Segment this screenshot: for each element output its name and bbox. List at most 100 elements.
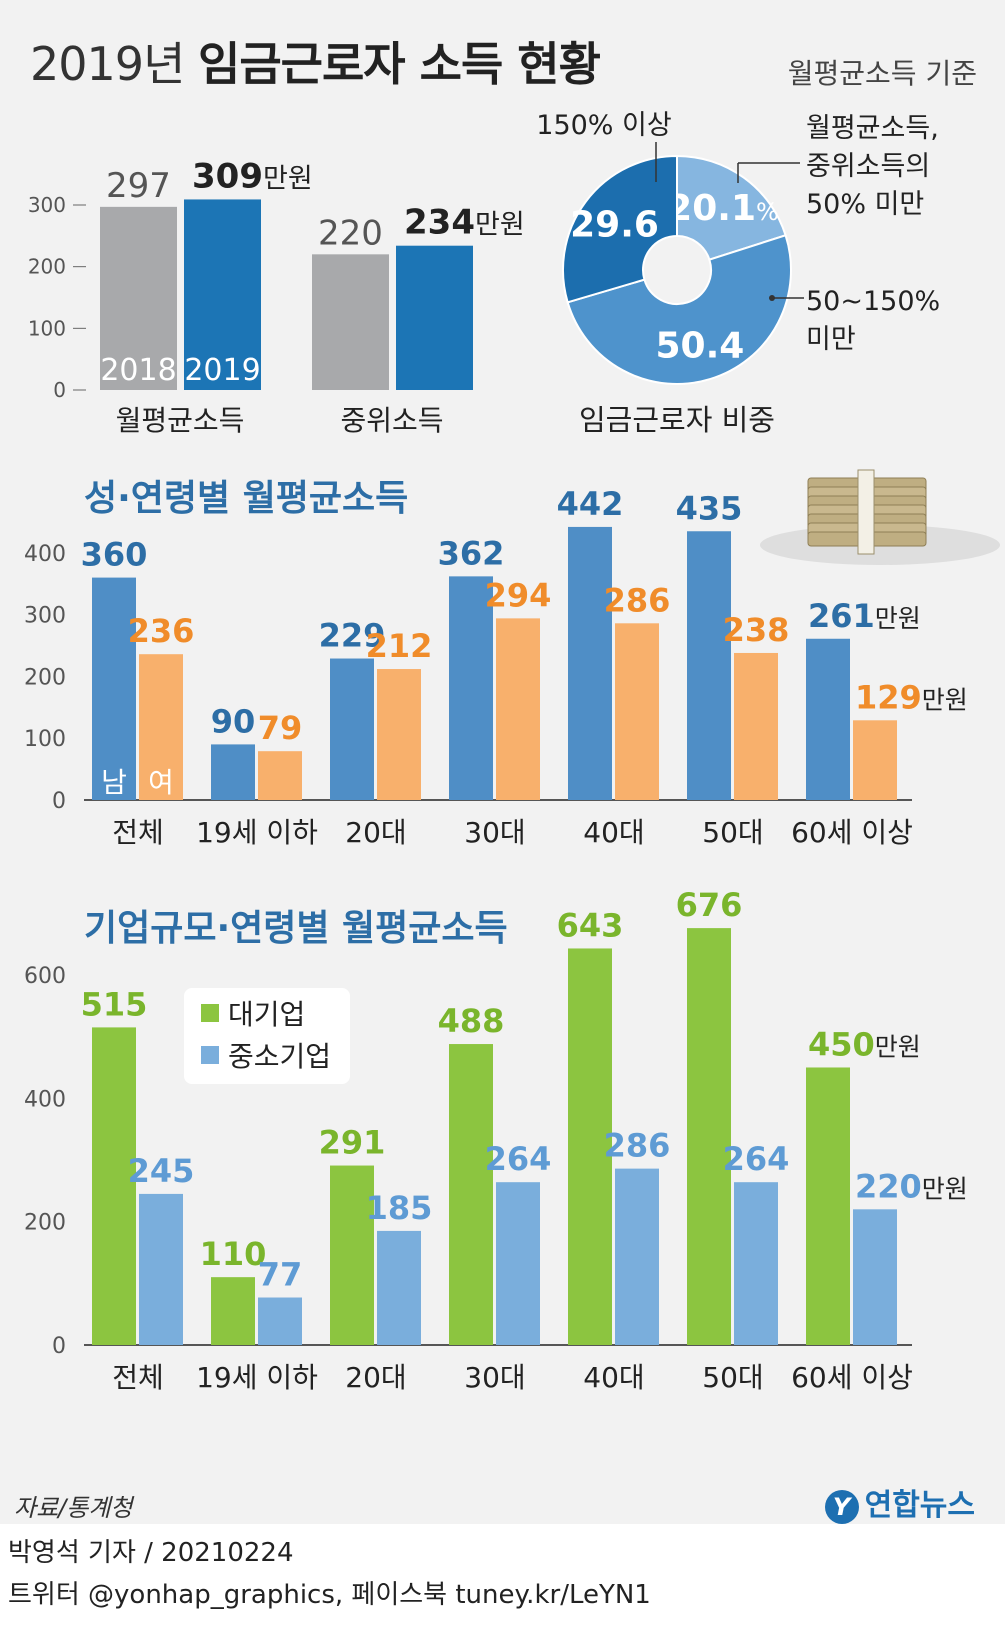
bar-여-50대 xyxy=(734,652,778,800)
series-label-여: 여 xyxy=(148,766,174,799)
legend-label-large: 대기업 xyxy=(228,998,305,1031)
pie-value-label: 29.6 xyxy=(570,204,659,245)
bar-2019-중위소득 xyxy=(396,245,473,390)
value-label-대기업-60세 이상: 450만원 xyxy=(808,1025,921,1063)
value-label-대기업-50대: 676 xyxy=(676,886,743,924)
bar-중소기업-50대 xyxy=(734,1182,778,1345)
pie-label-over-150: 150% 이상 xyxy=(536,110,671,141)
page-title: 2019년 임금근로자 소득 현황 xyxy=(30,28,601,94)
category-label: 40대 xyxy=(583,1361,644,1394)
title-year: 2019년 xyxy=(30,37,185,91)
bar-대기업-30대 xyxy=(449,1044,493,1345)
pie-leader-dot xyxy=(769,295,775,301)
y-tick-label: 300 xyxy=(24,604,66,629)
bar-2018-중위소득 xyxy=(312,254,389,390)
pie-label-under-50: 월평균소득, xyxy=(806,113,939,144)
value-label-여-20대: 212 xyxy=(366,627,433,665)
bar-중소기업-60세 이상 xyxy=(853,1209,897,1345)
bar-여-30대 xyxy=(496,618,540,800)
category-label: 60세 이상 xyxy=(791,1361,913,1394)
bar-2019-월평균소득 xyxy=(184,199,261,390)
y-tick-label: 300 xyxy=(28,193,66,217)
bar-중소기업-전체 xyxy=(139,1193,183,1345)
value-label-여-19세 이하: 79 xyxy=(258,709,303,747)
value-label-대기업-20대: 291 xyxy=(319,1124,386,1162)
value-label-여-40대: 286 xyxy=(604,581,671,619)
y-tick-label: 400 xyxy=(24,1087,66,1112)
value-label-대기업-전체: 515 xyxy=(81,985,148,1023)
value-label-여-50대: 238 xyxy=(723,611,790,649)
category-label: 19세 이하 xyxy=(196,816,318,849)
pie-value-label: 50.4 xyxy=(655,326,744,367)
series-label-2018: 2018 xyxy=(100,353,176,388)
value-label-여-30대: 294 xyxy=(485,576,552,614)
value-label-중소기업-19세 이하: 77 xyxy=(258,1256,303,1294)
pie-label-50-150: 50~150% xyxy=(806,286,940,317)
bar-여-전체 xyxy=(139,654,183,800)
pie-hole xyxy=(645,238,709,302)
value-label-남-60세 이상: 261만원 xyxy=(808,597,921,635)
y-tick-label: 0 xyxy=(52,1334,66,1359)
value-label-대기업-19세 이하: 110 xyxy=(200,1235,267,1273)
bar-중소기업-40대 xyxy=(615,1168,659,1345)
value-label-중소기업-전체: 245 xyxy=(128,1152,195,1190)
category-label: 전체 xyxy=(112,816,164,849)
value-label-여-60세 이상: 129만원 xyxy=(855,678,968,716)
category-label: 30대 xyxy=(464,816,525,849)
pie-title: 임금근로자 비중 xyxy=(579,403,775,437)
value-label-대기업-40대: 643 xyxy=(557,906,624,944)
bar-남-50대 xyxy=(687,531,731,800)
bar-여-20대 xyxy=(377,669,421,800)
bar-대기업-60세 이상 xyxy=(806,1067,850,1345)
category-label: 전체 xyxy=(112,1361,164,1394)
series-label-2019: 2019 xyxy=(184,353,260,388)
category-label: 20대 xyxy=(345,1361,406,1394)
value-label-중소기업-20대: 185 xyxy=(366,1189,433,1227)
source-note: 자료/통계청 xyxy=(14,1494,133,1522)
category-label: 60세 이상 xyxy=(791,816,913,849)
legend-swatch-large xyxy=(201,1004,219,1022)
title-main: 임금근로자 소득 현황 xyxy=(198,37,601,91)
bar-남-20대 xyxy=(330,658,374,800)
value-label-남-20대: 229 xyxy=(319,617,386,655)
legend-label-small: 중소기업 xyxy=(228,1040,331,1073)
social-links: 트위터 @yonhap_graphics, 페이스북 tuney.kr/LeYN… xyxy=(8,1580,651,1610)
bar-중소기업-20대 xyxy=(377,1230,421,1345)
value-label-대기업-30대: 488 xyxy=(438,1002,505,1040)
yonhap-logo-text: 연합뉴스 xyxy=(864,1488,975,1523)
category-label: 월평균소득 xyxy=(116,404,245,437)
pie-slice xyxy=(676,154,787,261)
bar-중소기업-30대 xyxy=(496,1182,540,1345)
byline: 박영석 기자 / 20210224 xyxy=(8,1538,294,1568)
category-label: 중위소득 xyxy=(340,404,443,437)
value-label-2019-월평균소득: 309만원 xyxy=(192,156,313,196)
value-label-2018-월평균소득: 297 xyxy=(106,166,171,206)
category-label: 19세 이하 xyxy=(196,1361,318,1394)
value-label-2018-중위소득: 220 xyxy=(318,213,383,253)
pie-value-label: 20.1% xyxy=(667,188,779,229)
money-band-icon xyxy=(857,469,875,555)
value-label-여-전체: 236 xyxy=(128,612,195,650)
bar-남-30대 xyxy=(449,576,493,800)
bar-남-19세 이하 xyxy=(211,744,255,800)
pie-label-under-50: 50% 미만 xyxy=(806,189,924,220)
bar-대기업-전체 xyxy=(92,1027,136,1345)
bar-남-40대 xyxy=(568,526,612,800)
bar-대기업-19세 이하 xyxy=(211,1277,255,1345)
value-label-중소기업-40대: 286 xyxy=(604,1127,671,1165)
yonhap-logo-mark: Y xyxy=(824,1490,859,1524)
legend-swatch-small xyxy=(201,1046,219,1064)
y-tick-label: 200 xyxy=(24,1211,66,1236)
bar-2018-월평균소득 xyxy=(100,206,177,390)
value-label-2019-중위소득: 234만원 xyxy=(404,203,525,243)
value-label-남-50대: 435 xyxy=(676,489,743,527)
y-tick-label: 200 xyxy=(24,665,66,690)
bar-대기업-50대 xyxy=(687,928,731,1345)
value-label-남-전체: 360 xyxy=(81,536,148,574)
category-label: 50대 xyxy=(702,816,763,849)
value-label-중소기업-30대: 264 xyxy=(485,1140,552,1178)
y-tick-label: 0 xyxy=(53,378,66,402)
value-label-남-19세 이하: 90 xyxy=(211,702,256,740)
bar-여-19세 이하 xyxy=(258,751,302,800)
